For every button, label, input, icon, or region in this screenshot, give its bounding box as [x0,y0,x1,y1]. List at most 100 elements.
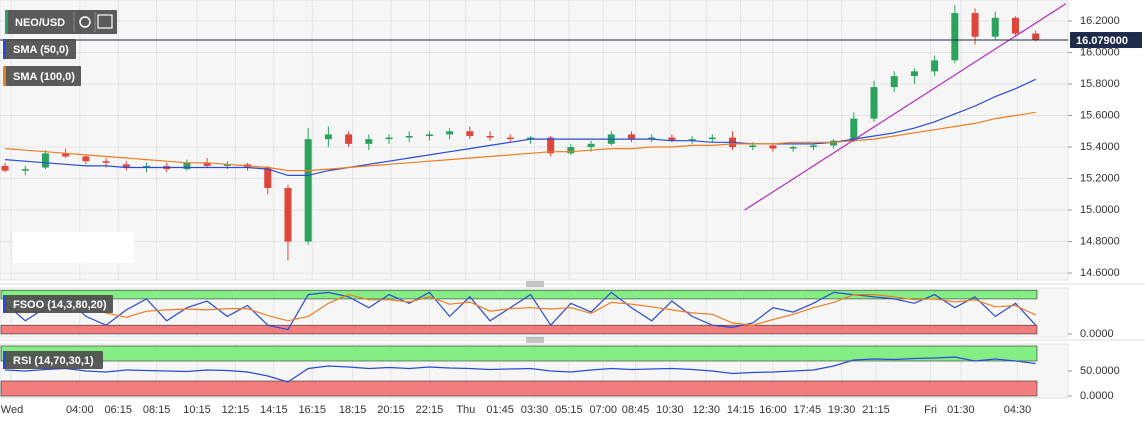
indicator-title-stripe [3,351,6,369]
x-tick-label: 14:15 [727,404,755,416]
candle-body [324,134,332,140]
candle-body [809,145,817,148]
candle-body [1,165,9,171]
y-tick-label: 14.6000 [1080,267,1120,279]
band [0,324,1038,335]
x-tick-label: 10:30 [656,404,684,416]
x-tick-label: 03:30 [521,404,549,416]
x-tick-label: 05:15 [555,404,583,416]
series-line [4,291,1037,331]
y-tick-label: 15.8000 [1080,78,1120,90]
y-tick-label: 15.2000 [1080,172,1120,184]
candle-body [506,137,514,140]
candle-body [910,71,918,77]
y-tick-label: 14.8000 [1080,235,1120,247]
refresh-icon[interactable] [79,16,91,28]
candle-body [405,135,413,138]
candle-body [769,145,777,149]
candle-body [486,135,494,138]
candle-body [648,137,656,140]
trendline [744,3,1067,211]
x-tick-label: 12:30 [693,404,721,416]
x-tick-label: 08:15 [143,404,171,416]
candle-body [1032,33,1040,40]
y-tick-label: 50.0000 [1080,365,1120,377]
x-tick-label: 06:15 [104,404,132,416]
indicator-title: FSOO (14,3,80,20) [13,299,107,311]
x-tick-label: 04:00 [66,404,94,416]
candle-body [870,87,878,119]
candle-body [122,164,130,168]
blank-box [13,232,134,263]
candle-body [304,139,312,242]
y-tick-label: 15.6000 [1080,109,1120,121]
x-tick-label: 01:30 [947,404,975,416]
y-tick-label: 0.0000 [1080,390,1114,402]
candle-body [850,118,858,141]
candle-body [567,147,575,154]
candle-body [203,162,211,166]
candle-body [284,187,292,242]
legend-title-box [5,10,117,34]
y-tick-label: 0.0000 [1080,328,1114,340]
legend-title-stripe [5,10,8,34]
indicator-title: RSI (14,70,30,1) [13,355,94,367]
band [0,380,1038,397]
legend-entry: SMA (100,0) [13,71,75,83]
panel-background [0,0,1069,281]
candle-body [708,137,716,140]
candle-body [223,164,231,166]
x-tick-label: 18:15 [339,404,367,416]
x-tick-label: 10:15 [183,404,211,416]
x-tick-label: 21:15 [862,404,890,416]
candle-body [890,76,898,88]
x-tick-label: 08:45 [622,404,650,416]
indicator-title-box [3,295,113,313]
legend-entry: SMA (50,0) [13,44,69,56]
x-tick-label: Wed [1,404,23,416]
last-price-label: 16.079000 [1076,35,1128,47]
legend-entry-stripe [3,39,6,59]
band [0,345,1038,362]
x-tick-label: Fri [924,404,937,416]
candle-body [668,137,676,141]
x-tick-label: 14:15 [260,404,288,416]
legend-entry-box [3,66,81,86]
indicator-title-stripe [3,295,6,313]
legend-entry-stripe [3,66,6,86]
indicator-title-box [3,351,103,369]
candle-body [749,145,757,148]
candle-body [365,139,373,144]
candle-body [587,143,595,148]
x-tick-label: 20:15 [377,404,405,416]
candle-body [688,139,696,141]
series-line [5,111,1036,172]
candle-body [102,161,110,163]
candle-body [971,13,979,37]
overlay-layer: 16.079000 NEO/USD SMA (50,0) SMA (100,0) FSO… [3,10,1142,369]
x-tick-label: Thu [456,404,475,416]
candle-body [547,137,555,154]
candle-body [82,156,90,162]
candle-body [264,167,272,188]
candle-body [991,17,999,37]
x-tick-label: 22:15 [416,404,444,416]
candle-body [41,153,49,168]
x-tick-label: 07:00 [589,404,617,416]
y-tick-label: 16.0000 [1080,46,1120,58]
candle-body [789,147,797,149]
settings-icon[interactable] [97,14,113,29]
x-tick-label: 01:45 [486,404,514,416]
candle-body [466,131,474,136]
series-line [5,78,1036,176]
candle-body [183,162,191,170]
y-tick-label: 16.2000 [1080,15,1120,27]
x-tick-label: 16:15 [298,404,326,416]
candle-body [385,137,393,140]
candle-body [345,134,353,144]
series-line [5,356,1036,383]
candle-body [425,134,433,136]
x-tick-label: 16:00 [759,404,787,416]
